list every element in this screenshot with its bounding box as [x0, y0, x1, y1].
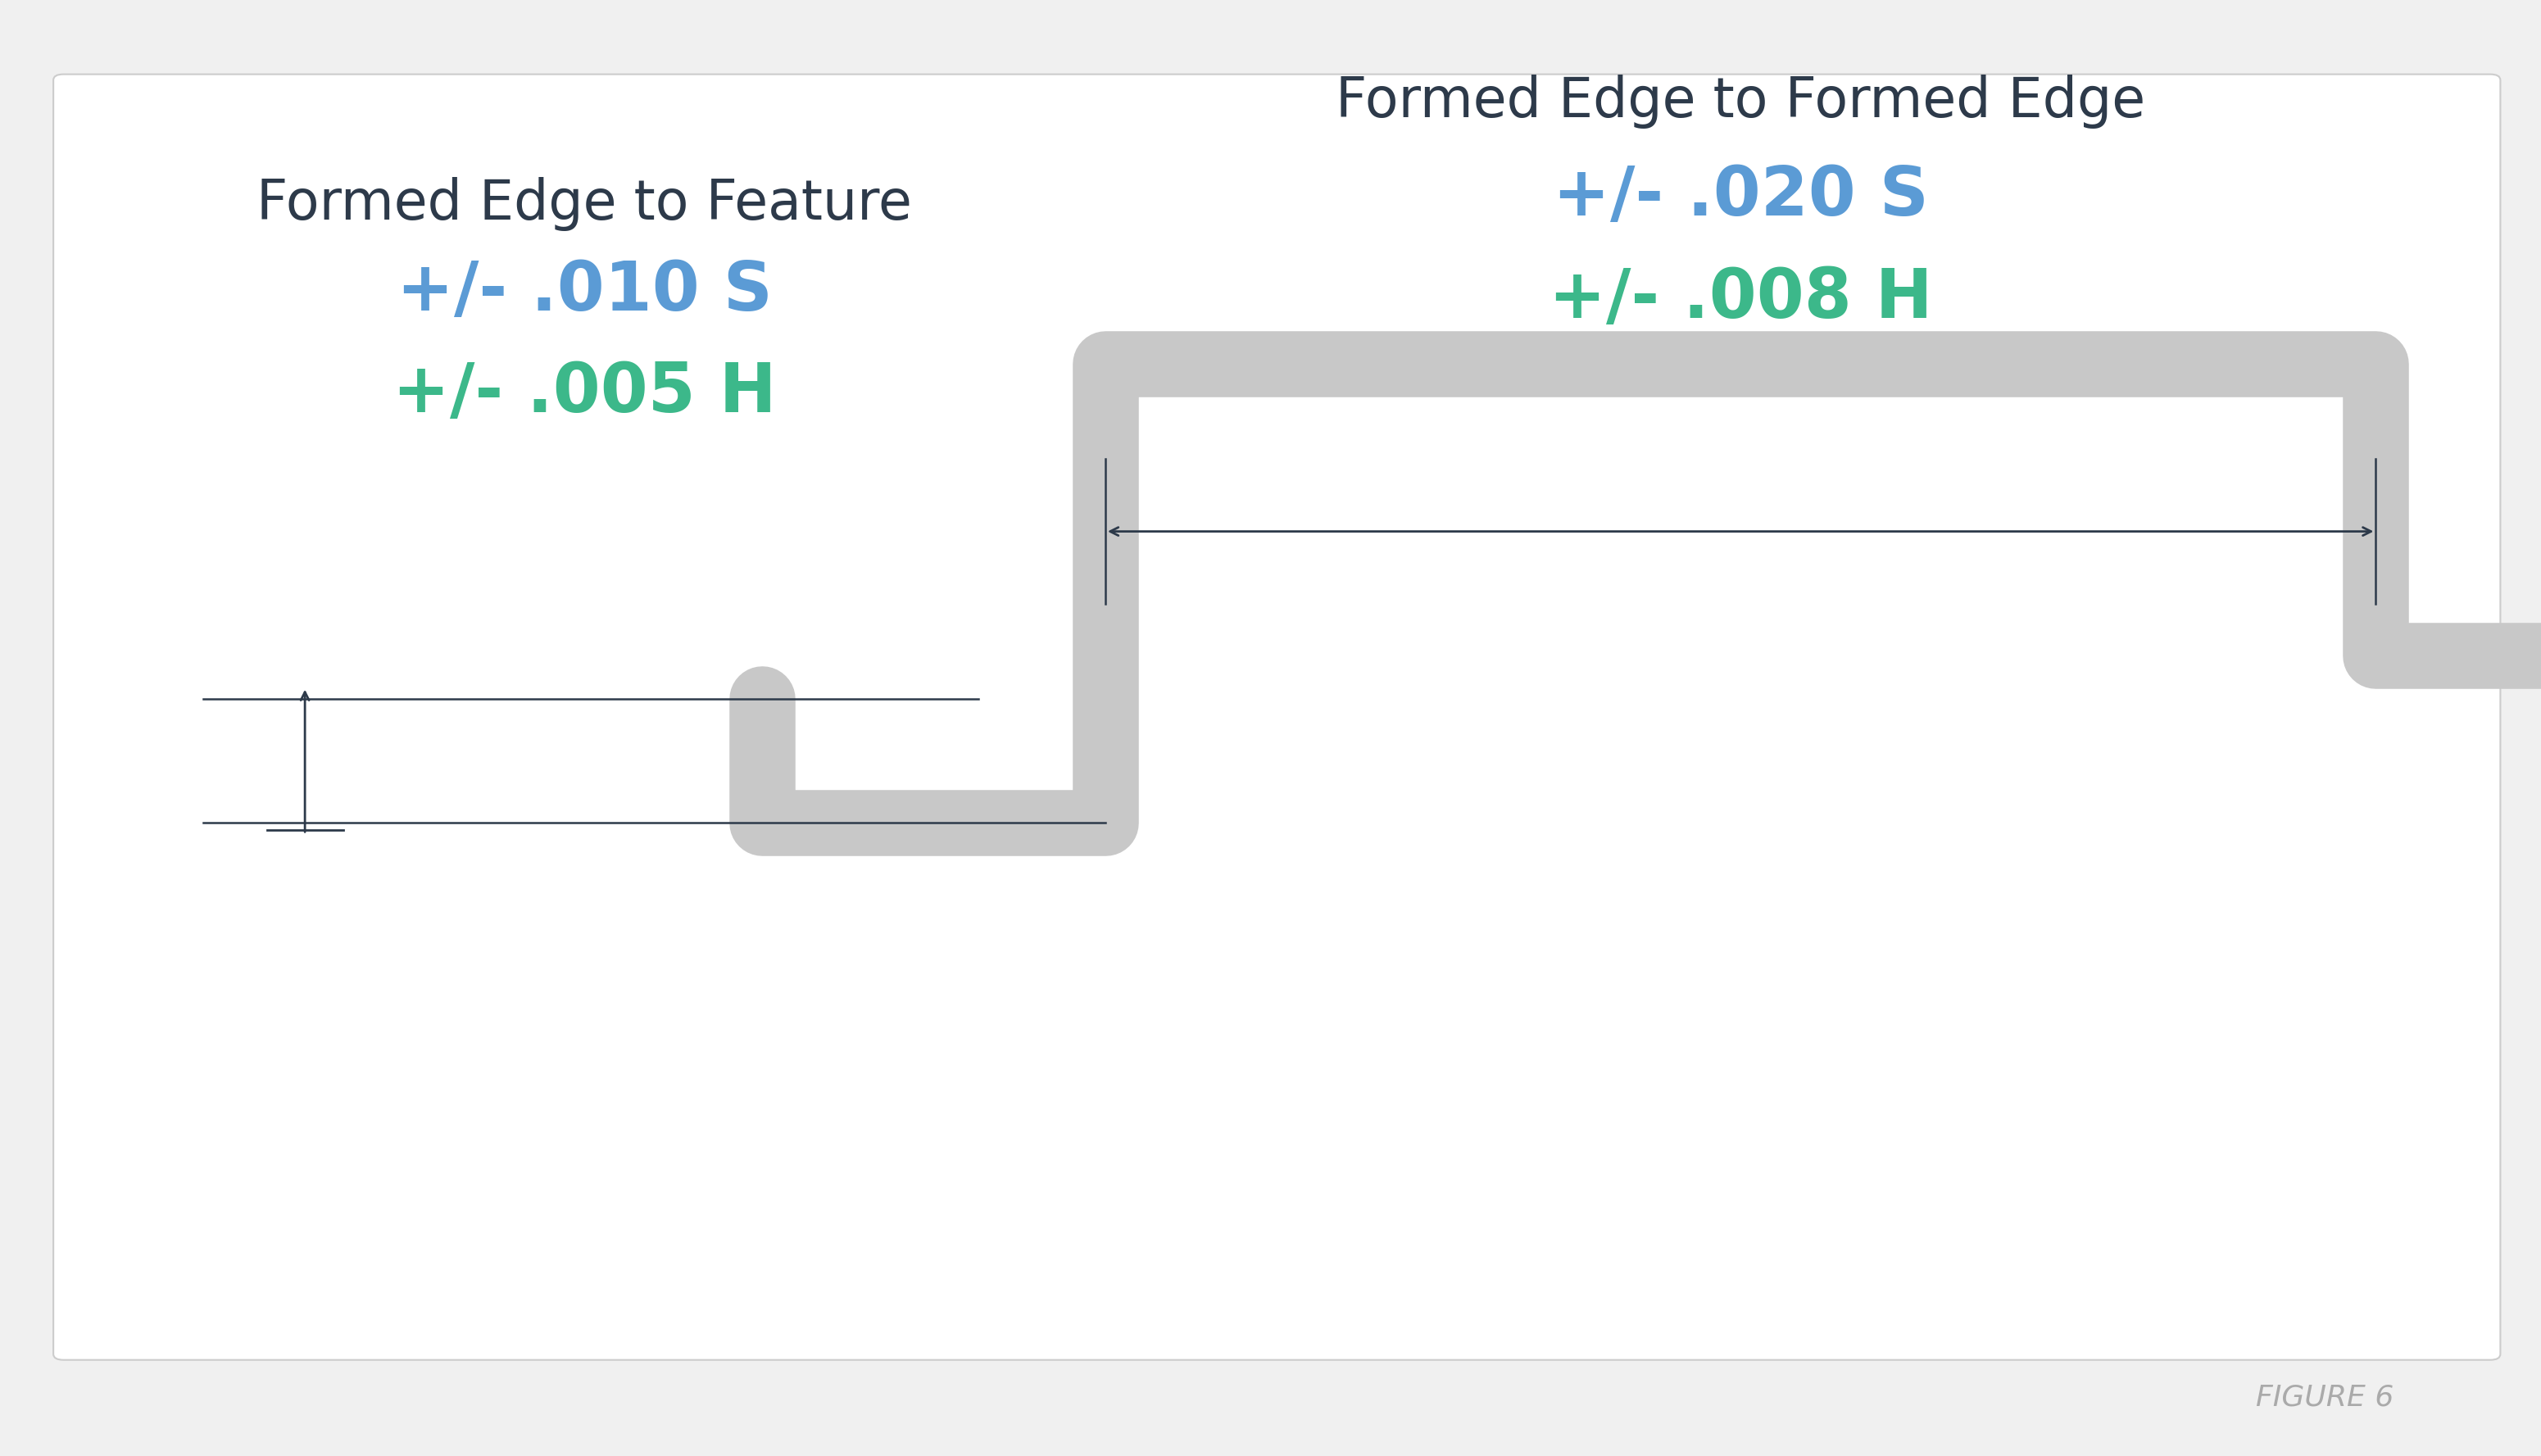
Text: FIGURE 6: FIGURE 6 — [2256, 1383, 2394, 1412]
Text: +/- .010 S: +/- .010 S — [396, 258, 772, 325]
Text: +/- .005 H: +/- .005 H — [391, 360, 778, 427]
Text: Formed Edge to Feature: Formed Edge to Feature — [257, 176, 912, 232]
Text: Formed Edge to Formed Edge: Formed Edge to Formed Edge — [1337, 74, 2145, 130]
Text: +/- .020 S: +/- .020 S — [1553, 163, 1929, 230]
Text: +/- .008 H: +/- .008 H — [1547, 265, 1934, 332]
